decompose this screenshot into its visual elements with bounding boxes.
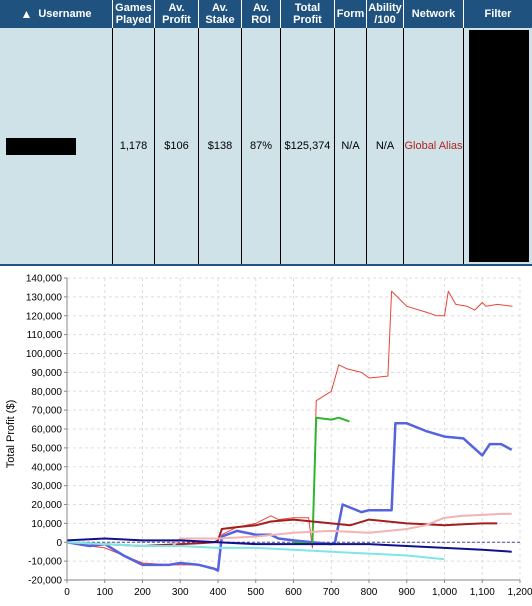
y-tick-label: 100,000 — [26, 349, 63, 360]
sort-up-arrow-icon[interactable]: ▲ — [20, 7, 33, 21]
y-tick-label: -10,000 — [28, 557, 62, 568]
chart-tick-labels: 0 100 200 300 400 500 600 700 800 900 1,000 1,100 1,… — [26, 274, 532, 599]
chart-series — [66, 290, 513, 572]
x-tick-label: 1,000 — [432, 587, 457, 598]
y-tick-label: 80,000 — [31, 387, 62, 398]
y-tick-label: 130,000 — [26, 292, 63, 303]
y-tick-label: 140,000 — [26, 274, 63, 285]
redacted-username — [6, 137, 76, 155]
series-line-6 — [66, 537, 512, 553]
x-tick-label: 700 — [323, 587, 340, 598]
series-line-3 — [66, 518, 498, 547]
y-tick-label: 10,000 — [31, 519, 62, 530]
table-header: ▲ Username Games Played Av. Profit Av. S… — [0, 0, 532, 28]
header-network[interactable]: Network — [404, 0, 464, 28]
av-stake-cell: $138 — [199, 28, 242, 264]
chart-grid — [66, 277, 521, 581]
form-cell: N/A — [335, 28, 367, 264]
filter-cell — [464, 28, 532, 264]
y-tick-label: 30,000 — [31, 481, 62, 492]
y-tick-label: 40,000 — [31, 462, 62, 473]
y-axis-label: Total Profit ($) — [5, 400, 17, 468]
username-cell — [0, 28, 113, 264]
y-tick-label: 20,000 — [31, 500, 62, 511]
redacted-filter-panel — [469, 30, 529, 262]
av-roi-cell: 87% — [242, 28, 281, 264]
series-line-1 — [66, 422, 513, 572]
x-tick-label: 800 — [361, 587, 378, 598]
header-total-profit[interactable]: Total Profit — [281, 0, 335, 28]
x-tick-label: 600 — [285, 587, 302, 598]
y-tick-label: -20,000 — [28, 576, 62, 587]
header-username[interactable]: ▲ Username — [0, 0, 113, 28]
games-played-cell: 1,178 — [113, 28, 155, 264]
y-tick-label: 60,000 — [31, 425, 62, 436]
x-tick-label: 200 — [134, 587, 151, 598]
header-username-label: Username — [38, 8, 92, 20]
x-tick-label: 300 — [172, 587, 189, 598]
header-ability[interactable]: Ability /100 — [367, 0, 404, 28]
x-tick-label: 1,100 — [470, 587, 495, 598]
header-filter[interactable]: Filter — [484, 8, 512, 20]
table-row: 1,178 $106 $138 87% $125,374 N/A N/A Glo… — [0, 28, 532, 266]
ability-cell: N/A — [367, 28, 404, 264]
x-tick-label: 500 — [247, 587, 264, 598]
x-tick-label: 400 — [210, 587, 227, 598]
av-profit-cell: $106 — [155, 28, 199, 264]
y-tick-label: 70,000 — [31, 406, 62, 417]
header-av-stake[interactable]: Av. Stake — [199, 0, 242, 28]
header-games-played[interactable]: Games Played — [113, 0, 155, 28]
y-tick-label: 50,000 — [31, 443, 62, 454]
y-tick-label: 110,000 — [27, 330, 63, 341]
x-tick-label: 0 — [64, 587, 70, 598]
user-stats-table: ▲ Username Games Played Av. Profit Av. S… — [0, 0, 532, 266]
total-profit-chart: 0 100 200 300 400 500 600 700 800 900 1,000 1,100 1,… — [5, 274, 532, 599]
y-tick-label: 90,000 — [31, 368, 62, 379]
network-cell[interactable]: Global Alias — [404, 28, 464, 264]
header-av-profit[interactable]: Av. Profit — [155, 0, 199, 28]
header-form[interactable]: Form — [335, 0, 367, 28]
x-tick-label: 900 — [398, 587, 415, 598]
y-tick-label: 120,000 — [26, 311, 63, 322]
total-profit-cell: $125,374 — [281, 28, 335, 264]
header-av-roi[interactable]: Av. ROI — [242, 0, 281, 28]
x-tick-label: 1,200 — [507, 587, 532, 598]
series-line-0 — [66, 290, 513, 570]
x-tick-label: 100 — [96, 587, 113, 598]
series-line-5 — [66, 541, 445, 561]
y-tick-label: 0 — [56, 538, 62, 549]
chart-axes — [64, 277, 521, 583]
